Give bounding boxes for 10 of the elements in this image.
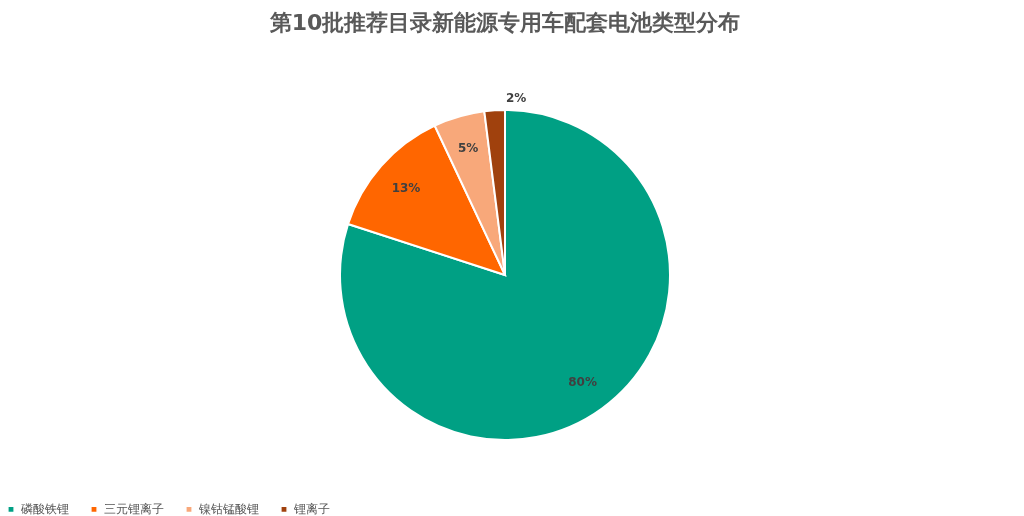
chart-title: 第10批推荐目录新能源专用车配套电池类型分布 (268, 10, 741, 35)
legend-label: 锂离子 (293, 502, 330, 516)
data-label: 5% (457, 141, 479, 156)
data-label: 80% (568, 374, 597, 389)
pie-slice (339, 109, 671, 441)
legend-label: 三元锂离子 (104, 502, 164, 516)
data-label: 13% (391, 180, 421, 195)
legend-label: 磷酸铁锂 (20, 502, 69, 516)
legend-label: 镍钴锰酸锂 (198, 502, 259, 516)
data-label: 2% (505, 91, 527, 106)
